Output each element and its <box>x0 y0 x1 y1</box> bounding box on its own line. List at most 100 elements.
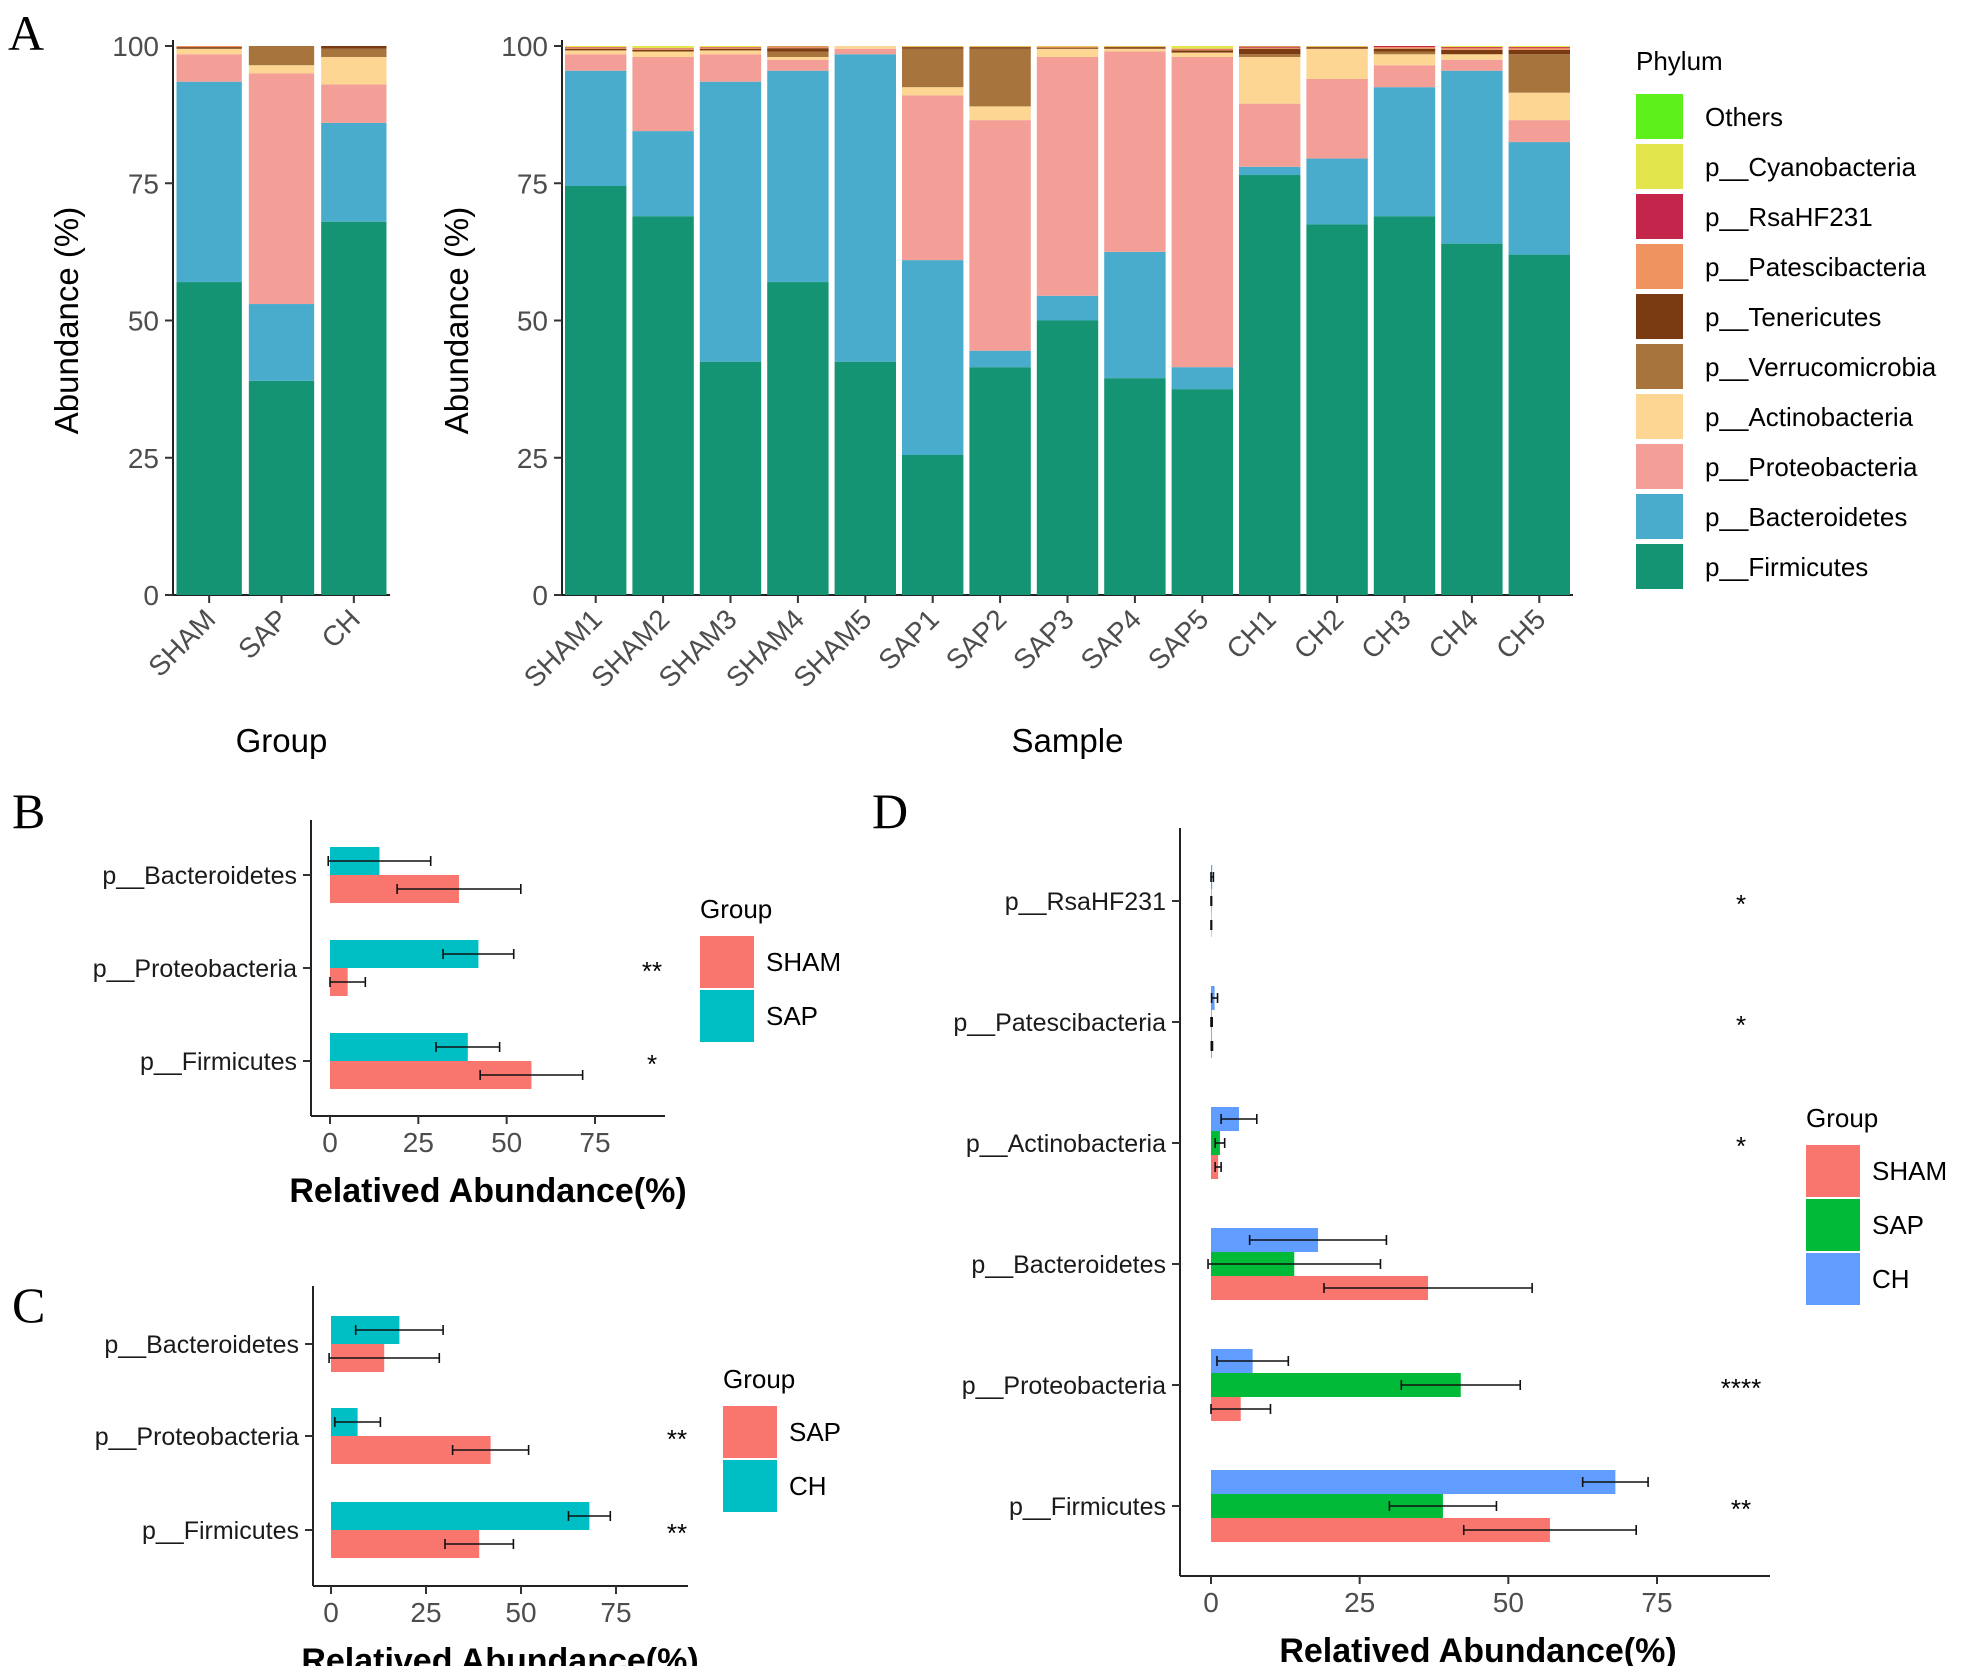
x-tick-label: 25 <box>403 1127 434 1158</box>
legend-label-p-verrucomicrobia: p__Verrucomicrobia <box>1705 352 1937 382</box>
x-tick-label: CH <box>316 603 367 654</box>
y-axis-title: Abundance (%) <box>48 207 85 434</box>
y-tick-label: 50 <box>517 306 548 337</box>
bar-segment-p-bacteroidetes-sham2 <box>632 131 694 217</box>
bar-segment-p-actinobacteria-ch5 <box>1508 92 1570 121</box>
bar-segment-p-proteobacteria-sham <box>176 54 242 82</box>
bar-segment-p-tenericutes-sap5 <box>1171 50 1233 53</box>
bar-segment-p-cyanobacteria-sap3 <box>1036 46 1099 47</box>
legend-label-sap: SAP <box>789 1417 841 1447</box>
bar-segment-p-actinobacteria-ch3 <box>1373 54 1436 66</box>
x-tick-label: CH2 <box>1288 603 1350 665</box>
bar-segment-p-patescibacteria-ch4 <box>1441 48 1503 50</box>
bar-segment-p-firmicutes-sham4 <box>767 282 829 595</box>
x-tick-label: CH1 <box>1220 603 1282 665</box>
bar-segment-p-proteobacteria-sap2 <box>969 120 1031 351</box>
category-label-p-patescibacteria: p__Patescibacteria <box>953 1009 1166 1037</box>
bar-segment-p-firmicutes-sap2 <box>969 367 1031 595</box>
bar-segment-p-actinobacteria-sham4 <box>767 56 829 60</box>
bar-ch-p-firmicutes <box>331 1502 590 1530</box>
bar-segment-p-firmicutes-ch2 <box>1306 224 1368 596</box>
bar-segment-p-rsahf231-ch5 <box>1508 47 1570 49</box>
significance-mark-p-firmicutes: * <box>647 1049 657 1079</box>
bar-segment-p-bacteroidetes-ch5 <box>1508 142 1570 255</box>
bar-segment-p-firmicutes-sham5 <box>834 361 896 595</box>
legend-label-p-tenericutes: p__Tenericutes <box>1705 302 1881 332</box>
bar-segment-p-bacteroidetes-ch <box>321 122 387 222</box>
panel-b-chart: 0 25 50 75 p__Bacteroidetes p__Proteobacteria… <box>93 820 841 1210</box>
bar-segment-p-proteobacteria-ch5 <box>1508 120 1570 143</box>
legend-label-sham: SHAM <box>1872 1156 1947 1186</box>
y-tick-label: 75 <box>128 168 159 199</box>
panel-a-group-chart: 0 25 50 75 100 SHAM SAP CH Group Abundance (%) <box>48 31 390 759</box>
legend-label-p-proteobacteria: p__Proteobacteria <box>1705 452 1918 482</box>
bar-segment-p-proteobacteria-ch3 <box>1373 65 1436 88</box>
legend-swatch-others <box>1636 94 1683 139</box>
x-tick-label: SHAM <box>142 603 221 682</box>
x-tick-label: CH5 <box>1490 603 1552 665</box>
legend-label-sap: SAP <box>1872 1210 1924 1240</box>
bar-segment-p-verrucomicrobia-ch5 <box>1508 54 1570 93</box>
legend-label-ch: CH <box>789 1471 827 1501</box>
legend-label-others: Others <box>1705 102 1783 132</box>
legend-swatch-sap <box>1806 1199 1860 1251</box>
x-tick-label: CH3 <box>1355 603 1417 665</box>
bar-segment-p-actinobacteria-sap1 <box>902 87 964 96</box>
legend-swatch-sap <box>723 1406 777 1458</box>
legend-label-p-bacteroidetes: p__Bacteroidetes <box>1705 502 1907 532</box>
significance-mark-p-firmicutes: ** <box>1731 1494 1751 1524</box>
x-tick-label: 50 <box>505 1597 536 1628</box>
bar-segment-p-bacteroidetes-sap4 <box>1104 251 1166 379</box>
category-label-p-proteobacteria: p__Proteobacteria <box>95 1423 299 1451</box>
legend-label-sham: SHAM <box>766 947 841 977</box>
bar-segment-p-firmicutes-sap3 <box>1036 320 1099 595</box>
bar-segment-p-rsahf231-ch3 <box>1373 46 1436 48</box>
bar-segment-p-patescibacteria-ch3 <box>1373 47 1436 49</box>
legend-swatch-ch <box>1806 1253 1860 1305</box>
bar-segment-p-firmicutes-sham <box>176 282 242 595</box>
bar-segment-p-verrucomicrobia-sap2 <box>969 48 1031 107</box>
x-tick-label: 75 <box>579 1127 610 1158</box>
bar-segment-p-actinobacteria-sap3 <box>1036 48 1099 57</box>
bar-segment-p-cyanobacteria-ch1 <box>1239 46 1301 47</box>
bar-segment-p-rsahf231-sham3 <box>699 47 762 48</box>
bar-segment-p-firmicutes-sap4 <box>1104 378 1166 595</box>
legend-swatch-ch <box>723 1460 777 1512</box>
bar-ch-p-firmicutes <box>1211 1470 1616 1494</box>
bar-segment-p-firmicutes-sap1 <box>902 455 964 595</box>
bar-segment-p-firmicutes-sham3 <box>699 361 762 595</box>
bar-segment-p-tenericutes-ch2 <box>1306 47 1368 49</box>
bar-segment-p-rsahf231-sham1 <box>565 47 627 48</box>
x-axis-title: Relatived Abundance(%) <box>1279 1632 1676 1666</box>
bar-segment-p-proteobacteria-ch <box>321 84 387 123</box>
bar-segment-p-firmicutes-ch4 <box>1441 243 1503 595</box>
significance-mark-p-proteobacteria: ** <box>667 1424 687 1454</box>
bar-segment-p-proteobacteria-sham1 <box>565 54 627 71</box>
bar-segment-p-bacteroidetes-sham <box>176 81 242 283</box>
legend-label-p-patescibacteria: p__Patescibacteria <box>1705 252 1927 282</box>
bar-segment-p-tenericutes-sham1 <box>565 48 627 51</box>
category-label-p-firmicutes: p__Firmicutes <box>1009 1493 1166 1521</box>
legend-swatch-sham <box>1806 1145 1860 1197</box>
bar-segment-p-patescibacteria-ch5 <box>1508 48 1570 50</box>
x-tick-label: 0 <box>323 1597 339 1628</box>
bar-segment-p-rsahf231-sham4 <box>767 46 829 48</box>
bar-segment-p-patescibacteria-ch1 <box>1239 47 1301 49</box>
bar-segment-p-patescibacteria-sham3 <box>699 47 762 49</box>
bar-segment-p-bacteroidetes-sap5 <box>1171 367 1233 390</box>
bar-segment-p-bacteroidetes-sap3 <box>1036 295 1099 321</box>
panel-d-chart: 0 25 50 75 p__RsaHF231 * p__Patescibacteria * p_… <box>953 828 1947 1666</box>
bar-segment-p-verrucomicrobia-sap <box>248 46 315 66</box>
legend-swatch-sap <box>700 990 754 1042</box>
legend-swatch-p-patescibacteria <box>1636 244 1683 289</box>
bar-segment-p-cyanobacteria-ch4 <box>1441 46 1503 48</box>
bar-segment-p-firmicutes-sap5 <box>1171 389 1233 595</box>
bar-segment-p-firmicutes-ch1 <box>1239 175 1301 595</box>
legend-label-p-rsahf231: p__RsaHF231 <box>1705 202 1873 232</box>
bar-segment-p-actinobacteria-sap5 <box>1171 52 1233 57</box>
x-tick-label: 0 <box>1203 1587 1219 1618</box>
x-axis-title: Sample <box>1012 722 1124 759</box>
bar-segment-p-actinobacteria-sap4 <box>1104 48 1166 52</box>
bar-segment-p-tenericutes-ch5 <box>1508 49 1570 55</box>
